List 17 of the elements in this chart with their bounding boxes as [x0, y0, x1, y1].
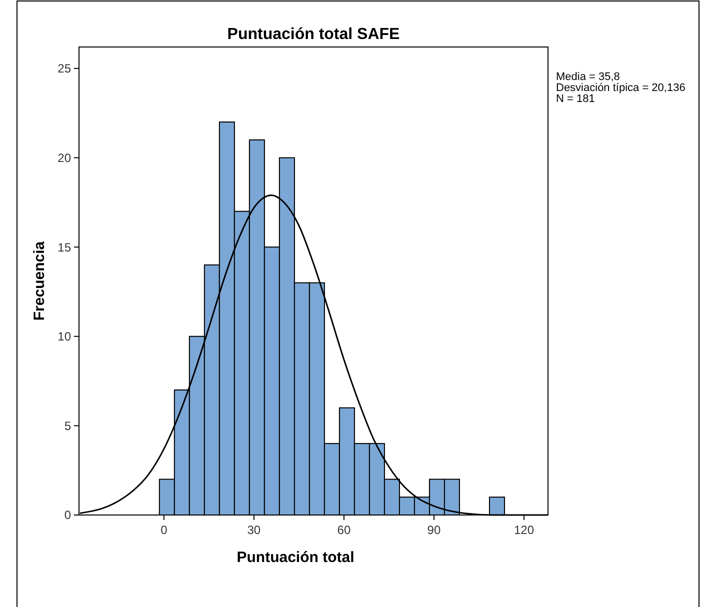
y-tick-label: 10: [58, 330, 72, 344]
y-tick-label: 25: [58, 62, 72, 76]
y-tick-label: 15: [58, 240, 72, 254]
x-tick-label: 120: [514, 523, 534, 537]
x-tick-label: 30: [247, 523, 261, 537]
text: N = 181: [556, 93, 595, 105]
y-axis-title: Frecuencia: [31, 240, 48, 321]
y-tick-label: 0: [64, 508, 72, 522]
text: Media = 35,8: [556, 71, 620, 83]
chart-title: Puntuación total SAFE: [227, 26, 400, 43]
x-axis-title: Puntuación total: [236, 549, 354, 566]
x-tick-label: 0: [160, 523, 168, 537]
y-tick-label: 5: [64, 418, 72, 433]
x-tick-label: 60: [337, 523, 351, 537]
y-tick-label: 20: [58, 150, 72, 165]
text: Desviación típica = 20,136: [556, 82, 686, 94]
x-tick-label: 90: [427, 523, 441, 537]
